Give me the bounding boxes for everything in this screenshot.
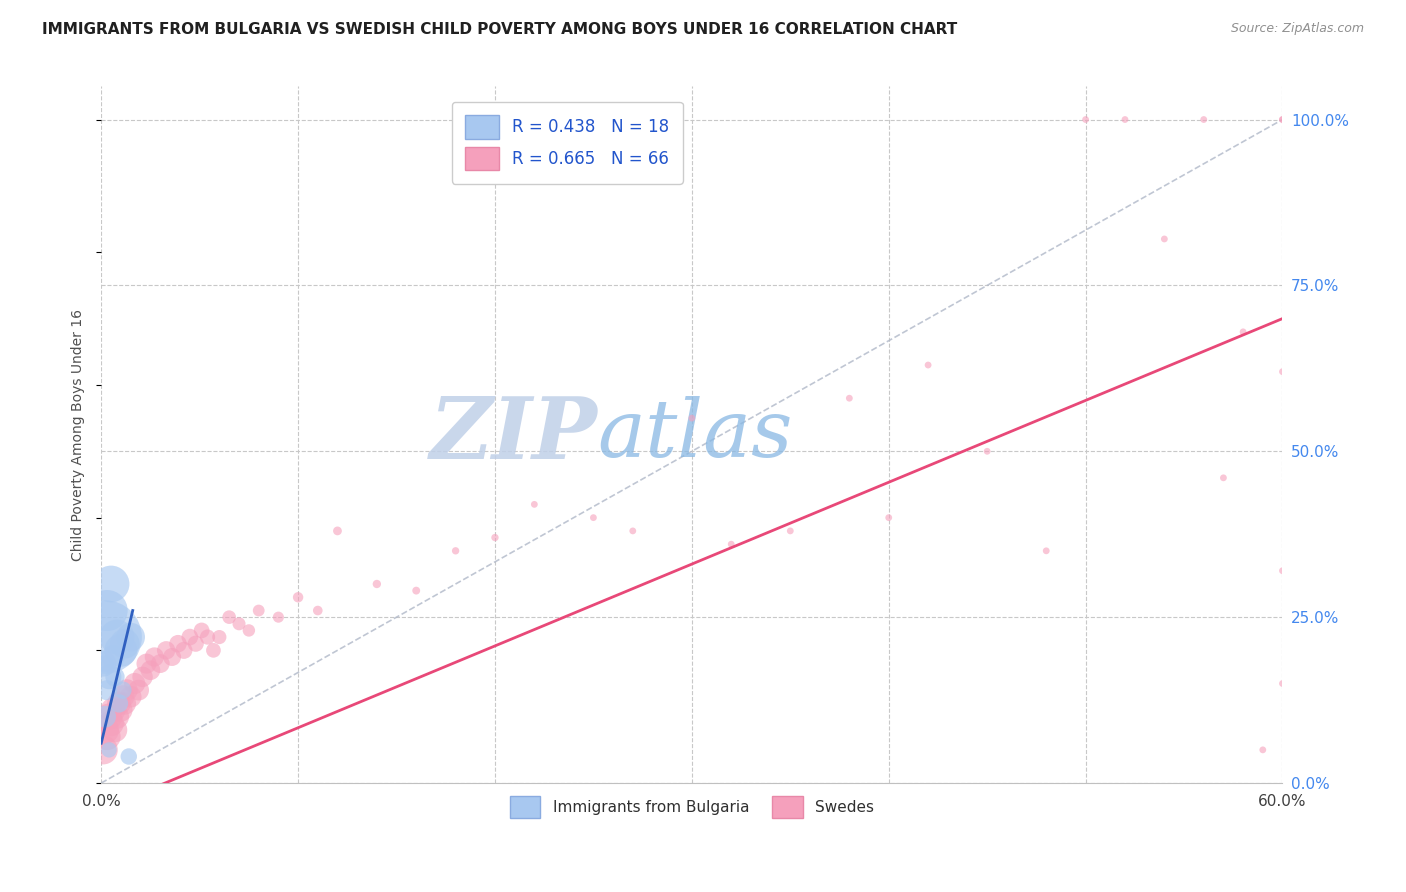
Point [582,510,605,524]
Point [173,643,195,657]
Text: IMMIGRANTS FROM BULGARIA VS SWEDISH CHILD POVERTY AMONG BOYS UNDER 16 CORRELATIO: IMMIGRANTS FROM BULGARIA VS SWEDISH CHIL… [42,22,957,37]
Point [720,537,742,551]
Point [120,690,142,704]
Point [779,524,801,538]
Point [197,630,219,644]
Point [202,643,225,657]
Point [218,610,240,624]
Point [94,630,117,644]
Point [1192,112,1215,127]
Point [1271,564,1294,578]
Text: atlas: atlas [598,396,793,474]
Point [111,683,134,698]
Point [91,657,114,671]
Point [139,663,162,677]
Point [287,591,309,605]
Point [681,411,703,425]
Point [100,577,122,591]
Point [877,510,900,524]
Point [444,544,467,558]
Point [190,624,212,638]
Point [94,709,117,723]
Point [128,683,150,698]
Point [120,630,142,644]
Point [105,709,128,723]
Point [135,657,157,671]
Point [326,524,349,538]
Point [124,676,146,690]
Point [1035,544,1057,558]
Text: ZIP: ZIP [429,393,598,476]
Point [114,697,136,711]
Point [96,683,118,698]
Point [917,358,939,372]
Point [838,391,860,405]
Point [1212,471,1234,485]
Point [94,657,117,671]
Point [104,670,127,684]
Point [1271,676,1294,690]
Point [108,697,131,711]
Legend: Immigrants from Bulgaria, Swedes: Immigrants from Bulgaria, Swedes [503,790,880,824]
Point [94,723,117,737]
Y-axis label: Child Poverty Among Boys Under 16: Child Poverty Among Boys Under 16 [72,309,86,561]
Point [1232,325,1254,339]
Point [149,657,172,671]
Point [100,716,122,731]
Point [91,743,114,757]
Point [131,670,153,684]
Point [976,444,998,458]
Point [104,723,127,737]
Point [238,624,260,638]
Point [160,650,183,665]
Point [228,616,250,631]
Point [96,603,118,617]
Point [1251,743,1274,757]
Point [167,637,190,651]
Point [111,690,134,704]
Point [155,643,177,657]
Point [621,524,644,538]
Point [1271,112,1294,127]
Point [208,630,231,644]
Point [110,703,132,717]
Point [143,650,166,665]
Point [247,603,270,617]
Point [105,630,128,644]
Point [523,497,546,511]
Point [1074,112,1097,127]
Point [484,531,506,545]
Point [267,610,290,624]
Point [98,743,121,757]
Point [96,730,118,744]
Point [114,637,136,651]
Point [184,637,207,651]
Point [1114,112,1136,127]
Point [1271,112,1294,127]
Point [307,603,329,617]
Point [118,749,141,764]
Point [405,583,427,598]
Point [98,670,121,684]
Text: Source: ZipAtlas.com: Source: ZipAtlas.com [1230,22,1364,36]
Point [115,683,138,698]
Point [101,650,124,665]
Point [179,630,201,644]
Point [98,709,121,723]
Point [366,577,388,591]
Point [108,697,131,711]
Point [1271,365,1294,379]
Point [110,643,132,657]
Point [1153,232,1175,246]
Point [101,703,124,717]
